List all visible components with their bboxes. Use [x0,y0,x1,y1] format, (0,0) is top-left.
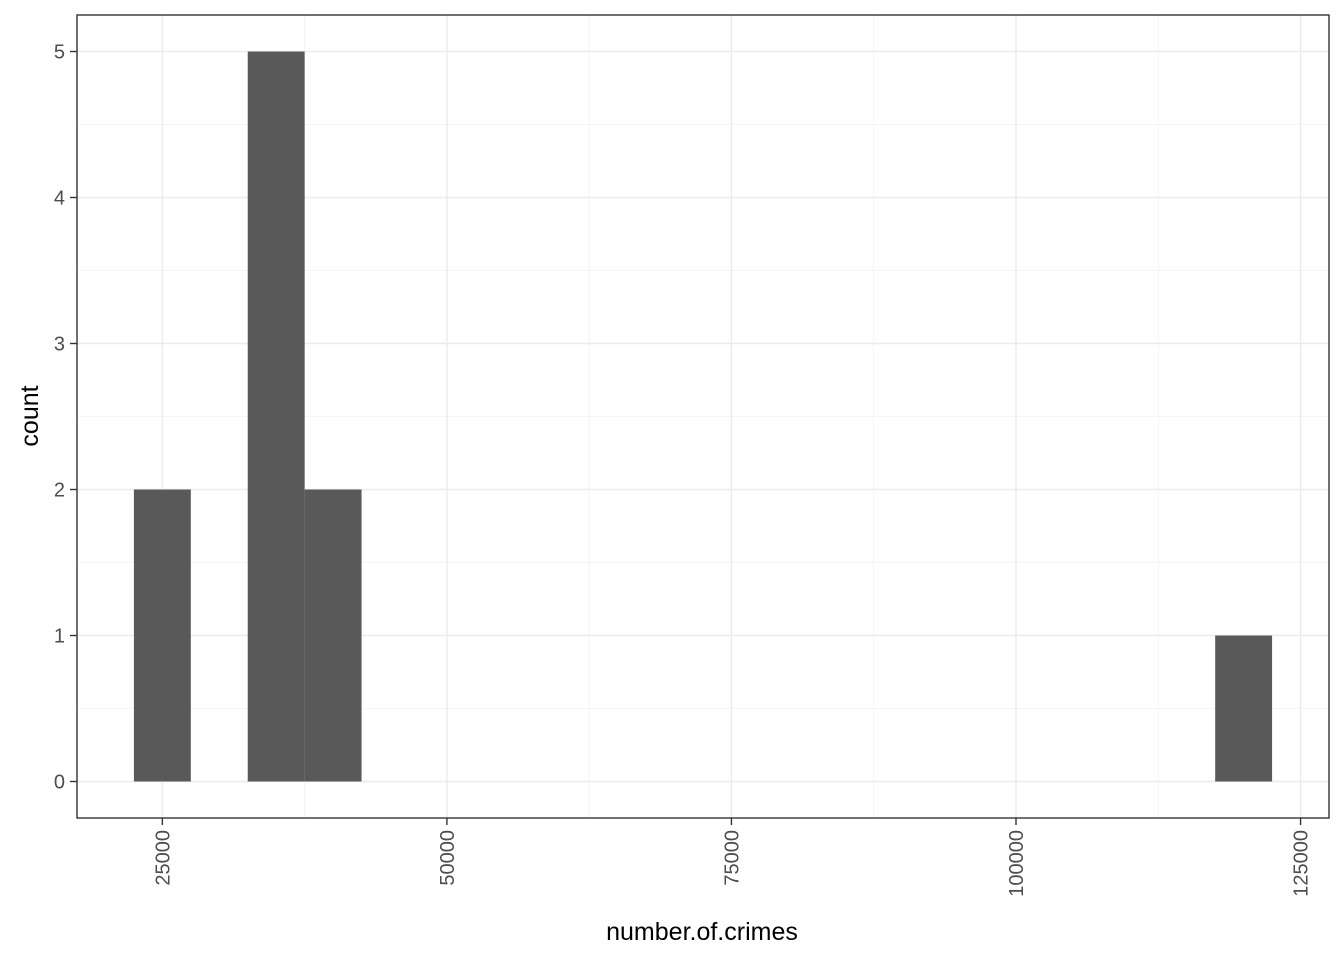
y-tick-label: 4 [54,188,65,210]
y-tick-label: 1 [54,626,65,648]
y-tick-label: 5 [54,42,65,64]
x-tick-label: 50000 [437,830,459,886]
x-tick-label: 25000 [152,830,174,886]
x-tick-label: 125000 [1291,830,1313,897]
y-axis-title: count [16,385,44,446]
histogram-bar-4 [1215,635,1273,782]
x-tick-label: 100000 [1006,830,1028,897]
histogram-bar-2 [247,51,305,782]
panel-border [76,14,1330,819]
y-tick-label: 0 [54,772,65,794]
y-tick-label: 3 [54,334,65,356]
y-tick-label: 2 [54,480,65,502]
bars-layer [133,51,1273,782]
x-axis-title: number.of.crimes [606,918,798,946]
x-tick-label: 75000 [721,830,743,886]
histogram-bar-0 [133,489,191,782]
y-axis: 0 1 2 3 4 5 [54,42,77,794]
histogram-bar-3 [304,489,362,782]
x-axis: 25000 50000 75000 100000 125000 [152,818,1313,897]
